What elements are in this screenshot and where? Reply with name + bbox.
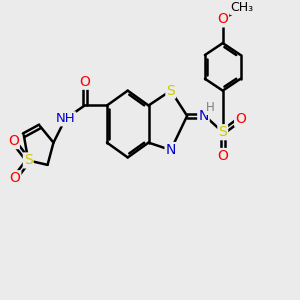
Text: O: O <box>235 112 246 126</box>
Text: S: S <box>167 84 175 98</box>
Text: O: O <box>9 171 20 185</box>
Text: H: H <box>206 101 215 114</box>
Text: N: N <box>166 143 176 157</box>
Text: S: S <box>218 125 227 139</box>
Text: O: O <box>8 134 19 148</box>
Text: O: O <box>217 149 228 163</box>
Text: O: O <box>217 12 228 26</box>
Text: CH₃: CH₃ <box>230 1 254 14</box>
Text: O: O <box>79 75 90 89</box>
Text: N: N <box>198 109 208 123</box>
Text: NH: NH <box>56 112 75 125</box>
Text: S: S <box>24 153 33 167</box>
